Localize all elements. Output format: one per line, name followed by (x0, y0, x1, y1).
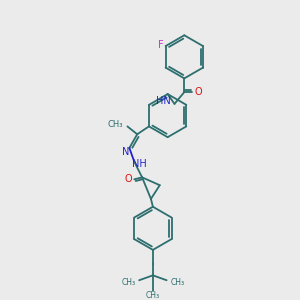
Text: N: N (122, 147, 129, 157)
Text: HN: HN (156, 96, 171, 106)
Text: O: O (194, 87, 202, 97)
Text: CH₃: CH₃ (170, 278, 185, 287)
Text: CH₃: CH₃ (146, 291, 160, 300)
Text: CH₃: CH₃ (107, 120, 122, 129)
Text: CH₃: CH₃ (121, 278, 135, 287)
Text: O: O (124, 174, 132, 184)
Text: F: F (158, 40, 164, 50)
Text: NH: NH (132, 159, 146, 169)
